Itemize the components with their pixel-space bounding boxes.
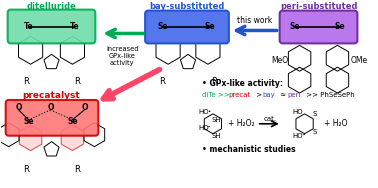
Text: HO: HO <box>293 133 303 139</box>
Text: • GPx-like activity:: • GPx-like activity: <box>202 79 283 88</box>
Text: >> PhSeSePh: >> PhSeSePh <box>304 92 354 98</box>
Text: R: R <box>74 165 81 174</box>
Text: Se: Se <box>289 22 300 31</box>
Polygon shape <box>61 125 84 151</box>
FancyBboxPatch shape <box>280 11 357 43</box>
Text: Se: Se <box>23 117 34 126</box>
Text: • mechanistic studies: • mechanistic studies <box>202 145 296 154</box>
FancyBboxPatch shape <box>6 100 98 136</box>
Text: SH: SH <box>212 117 222 123</box>
Text: + H₂O: + H₂O <box>324 119 347 128</box>
Text: ditelluride: ditelluride <box>26 2 76 11</box>
Text: peri: peri <box>288 92 301 98</box>
Polygon shape <box>19 125 42 151</box>
Text: ••: •• <box>206 126 211 130</box>
FancyBboxPatch shape <box>145 11 229 43</box>
FancyBboxPatch shape <box>8 10 95 43</box>
Text: S: S <box>313 111 317 117</box>
Text: precat: precat <box>229 92 251 98</box>
Text: ≈: ≈ <box>278 92 288 98</box>
Text: O: O <box>15 103 22 112</box>
Text: O: O <box>81 103 88 112</box>
Text: bay: bay <box>263 92 276 98</box>
Text: increased
GPx-like
activity: increased GPx-like activity <box>106 46 138 66</box>
Text: S: S <box>313 129 317 135</box>
Text: •: • <box>207 109 211 114</box>
Text: peri-substituted: peri-substituted <box>280 2 357 11</box>
Text: R: R <box>211 77 217 86</box>
Text: Se: Se <box>334 22 345 31</box>
Text: SH: SH <box>212 133 222 139</box>
Text: Te: Te <box>24 22 33 31</box>
Text: HO: HO <box>293 109 303 115</box>
Text: O: O <box>47 103 54 112</box>
Text: HO: HO <box>198 125 209 131</box>
Text: ••: •• <box>301 134 306 138</box>
Text: precatalyst: precatalyst <box>23 92 81 100</box>
Text: cat.: cat. <box>263 116 276 122</box>
Text: R: R <box>159 77 165 86</box>
Text: MeO: MeO <box>272 56 289 65</box>
Text: Se: Se <box>158 22 169 31</box>
Text: R: R <box>23 77 29 86</box>
Text: bay-substituted: bay-substituted <box>149 2 225 11</box>
Text: Se: Se <box>204 22 215 31</box>
Text: HO: HO <box>198 109 209 115</box>
Text: diTe >>: diTe >> <box>202 92 232 98</box>
Text: this work: this work <box>237 16 273 25</box>
Text: Se: Se <box>67 117 78 126</box>
Text: + H₂O₂: + H₂O₂ <box>228 119 254 128</box>
Text: OMe: OMe <box>350 56 367 65</box>
Text: Te: Te <box>70 22 79 31</box>
Text: >: > <box>254 92 264 98</box>
Text: R: R <box>74 77 81 86</box>
Text: R: R <box>23 165 29 174</box>
